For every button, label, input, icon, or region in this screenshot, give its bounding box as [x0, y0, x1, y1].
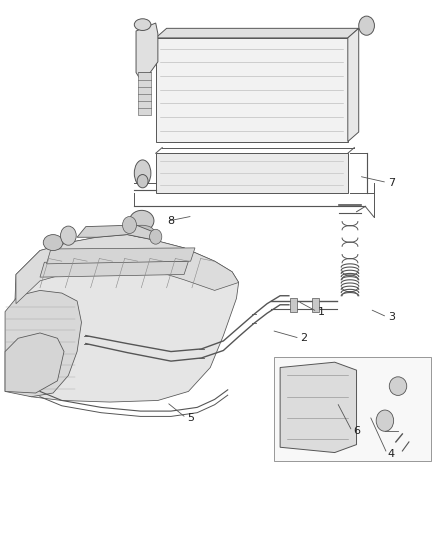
Circle shape: [359, 16, 374, 35]
Circle shape: [150, 229, 162, 244]
Polygon shape: [5, 333, 64, 393]
Ellipse shape: [130, 211, 154, 231]
Circle shape: [123, 216, 137, 233]
Bar: [311, 298, 318, 312]
Polygon shape: [40, 261, 188, 277]
Bar: [138, 72, 151, 115]
Polygon shape: [5, 290, 81, 397]
Text: 2: 2: [300, 333, 308, 343]
Polygon shape: [348, 28, 359, 142]
Text: 1: 1: [318, 306, 325, 317]
Text: 5: 5: [187, 413, 194, 423]
Polygon shape: [12, 235, 239, 402]
Text: 6: 6: [353, 426, 360, 437]
Text: 7: 7: [388, 177, 395, 188]
Ellipse shape: [137, 174, 148, 188]
Polygon shape: [155, 38, 348, 142]
Polygon shape: [136, 23, 158, 83]
Bar: [290, 298, 297, 312]
Text: 4: 4: [388, 449, 395, 458]
Polygon shape: [16, 235, 239, 304]
Polygon shape: [155, 154, 348, 193]
Text: 8: 8: [167, 216, 174, 227]
Ellipse shape: [130, 225, 154, 237]
Ellipse shape: [43, 235, 63, 251]
Circle shape: [60, 226, 76, 245]
Ellipse shape: [134, 160, 151, 187]
Polygon shape: [155, 28, 359, 38]
Ellipse shape: [389, 377, 407, 395]
Ellipse shape: [376, 410, 394, 431]
Polygon shape: [46, 248, 195, 264]
Ellipse shape: [134, 19, 151, 30]
Polygon shape: [280, 362, 357, 453]
Text: 3: 3: [388, 312, 395, 322]
Polygon shape: [77, 225, 153, 240]
Bar: [274, 357, 431, 461]
